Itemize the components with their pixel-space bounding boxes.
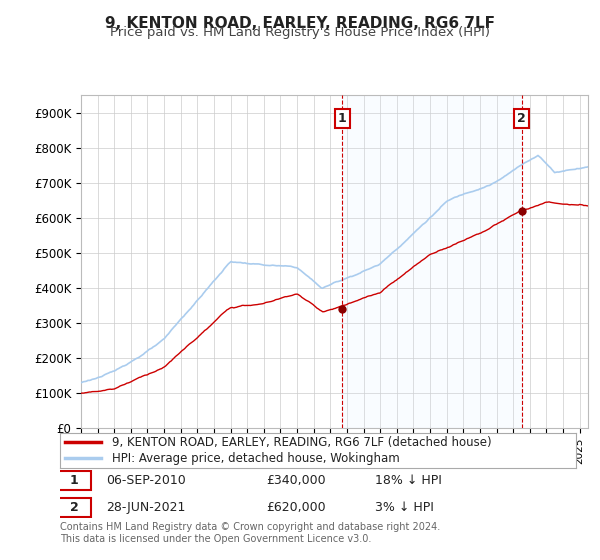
Text: 2: 2 [70,501,79,514]
Text: HPI: Average price, detached house, Wokingham: HPI: Average price, detached house, Woki… [112,452,400,465]
Text: 06-SEP-2010: 06-SEP-2010 [106,474,186,487]
Text: 3% ↓ HPI: 3% ↓ HPI [375,501,434,514]
Text: 2: 2 [517,112,526,125]
Text: 9, KENTON ROAD, EARLEY, READING, RG6 7LF (detached house): 9, KENTON ROAD, EARLEY, READING, RG6 7LF… [112,436,491,449]
Text: £620,000: £620,000 [266,501,326,514]
Bar [342,95,521,428]
Text: 1: 1 [70,474,79,487]
Text: 18% ↓ HPI: 18% ↓ HPI [375,474,442,487]
FancyBboxPatch shape [58,498,91,517]
Text: 9, KENTON ROAD, EARLEY, READING, RG6 7LF: 9, KENTON ROAD, EARLEY, READING, RG6 7LF [105,16,495,31]
FancyBboxPatch shape [58,472,91,491]
Text: £340,000: £340,000 [266,474,326,487]
Text: 28-JUN-2021: 28-JUN-2021 [106,501,186,514]
Text: Contains HM Land Registry data © Crown copyright and database right 2024.
This d: Contains HM Land Registry data © Crown c… [60,522,440,544]
Text: Price paid vs. HM Land Registry's House Price Index (HPI): Price paid vs. HM Land Registry's House … [110,26,490,39]
Text: 1: 1 [338,112,346,125]
